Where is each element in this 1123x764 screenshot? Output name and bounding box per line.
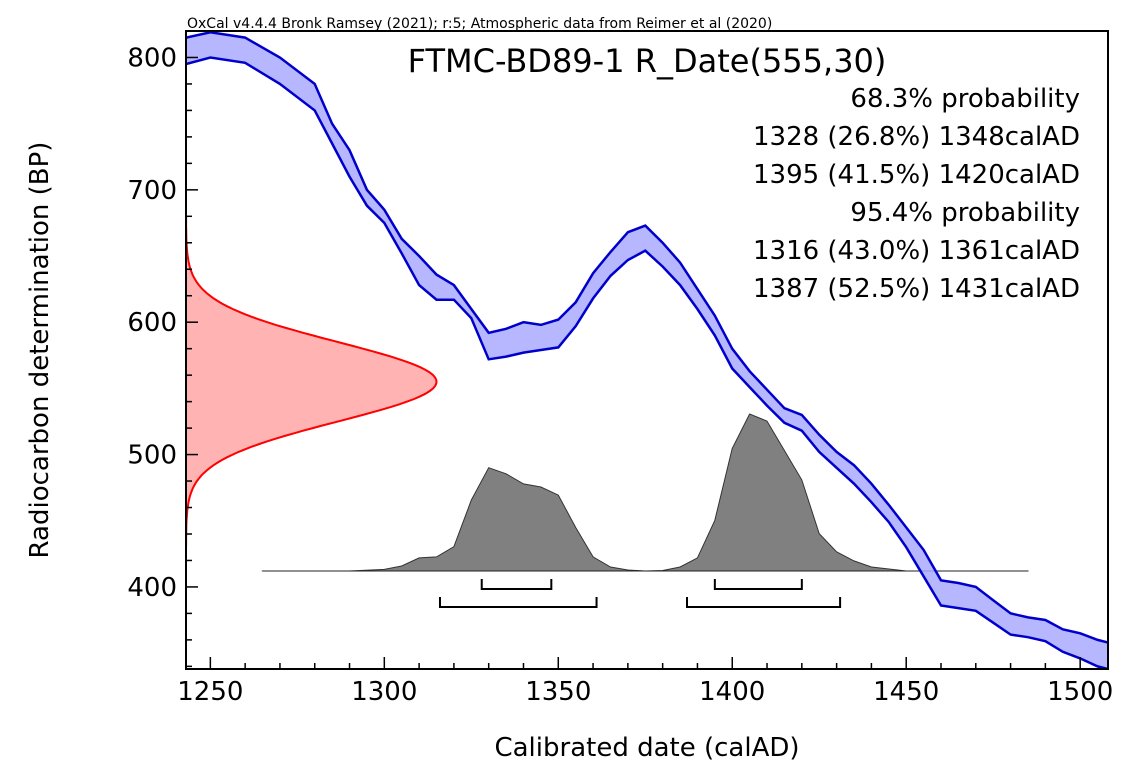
calibration-curve-lower	[186, 56, 1108, 669]
plot-layer	[186, 31, 1108, 669]
probability-summary-line: 1395 (41.5%) 1420calAD	[753, 160, 1080, 190]
range-bracket-68	[480, 579, 553, 590]
range-bracket-95	[438, 597, 598, 608]
x-tick-label: 1450	[873, 677, 939, 707]
x-tick-label: 1300	[351, 677, 417, 707]
probability-summary-line: 95.4% probability	[850, 198, 1080, 228]
plot-content	[186, 31, 1108, 669]
measurement-curve	[186, 211, 438, 553]
measurement-distribution	[186, 211, 437, 553]
x-axis-label: Calibrated date (calAD)	[494, 733, 799, 763]
probability-summary-line: 1328 (26.8%) 1348calAD	[753, 122, 1080, 152]
y-tick-label: 700	[127, 176, 177, 206]
calibration-curve-upper	[186, 31, 1108, 644]
axis-layer: 1250 1300 1350 1400 1450 1500 400 500 600 700 800	[127, 30, 1113, 707]
x-tick-label: 1400	[699, 677, 765, 707]
header-note: OxCal v4.4.4 Bronk Ramsey (2021); r:5; A…	[187, 16, 772, 32]
probability-summary-line: 1387 (52.5%) 1431calAD	[753, 274, 1080, 304]
y-tick-label: 600	[127, 308, 177, 338]
chart-title: FTMC-BD89-1 R_Date(555,30)	[408, 42, 887, 80]
range-bracket-95	[686, 597, 842, 608]
plot-frame	[185, 30, 1109, 670]
x-tick-label: 1350	[525, 677, 591, 707]
probability-summary: 68.3% probability 1328 (26.8%) 1348calAD 1…	[753, 84, 1080, 304]
probability-summary-line: 68.3% probability	[850, 84, 1080, 114]
probability-summary-line: 1316 (43.0%) 1361calAD	[753, 236, 1080, 266]
range-bracket-68	[713, 579, 803, 590]
y-tick-label: 500	[127, 441, 177, 471]
y-tick-label: 400	[127, 573, 177, 603]
x-tick-label: 1250	[177, 677, 243, 707]
y-tick-label: 800	[127, 43, 177, 73]
x-tick-label: 1500	[1047, 677, 1113, 707]
y-axis-label: Radiocarbon determination (BP)	[25, 142, 55, 559]
